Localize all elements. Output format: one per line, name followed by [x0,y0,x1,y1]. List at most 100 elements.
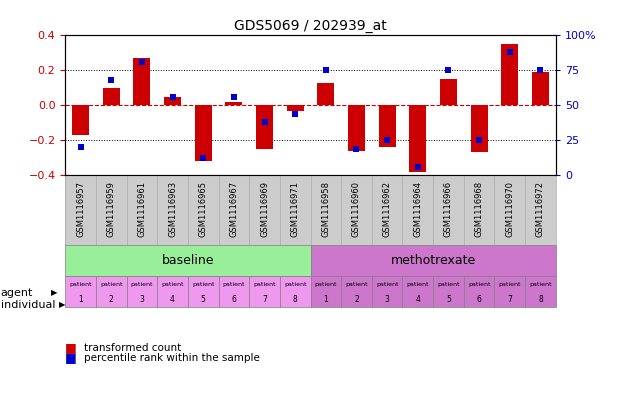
Bar [433,276,464,307]
Point [443,67,453,73]
Point [290,110,300,117]
Text: patient: patient [407,282,429,287]
Text: ■: ■ [65,341,77,354]
Text: 4: 4 [170,295,175,304]
Bar [157,276,188,307]
Point [505,49,515,55]
Bar [402,276,433,307]
Bar [471,105,487,152]
Text: 1: 1 [78,295,83,304]
Text: patient: patient [100,282,122,287]
Bar [494,276,525,307]
Text: methotrexate: methotrexate [391,254,476,267]
Text: GSM1116972: GSM1116972 [536,181,545,237]
Point [106,77,116,83]
Bar [249,276,280,307]
Text: GSM1116965: GSM1116965 [199,181,207,237]
Bar [65,245,310,276]
Text: patient: patient [437,282,460,287]
Bar [310,276,341,307]
Point [168,94,178,100]
Text: 4: 4 [415,295,420,304]
Text: 6: 6 [477,295,481,304]
Bar [164,97,181,105]
Text: 2: 2 [109,295,114,304]
Text: transformed count: transformed count [84,343,181,353]
Text: 5: 5 [201,295,206,304]
Point [229,94,239,100]
Text: ▶: ▶ [59,300,65,309]
Text: patient: patient [345,282,368,287]
Text: GSM1116957: GSM1116957 [76,181,85,237]
Text: 7: 7 [262,295,267,304]
Bar [256,105,273,149]
Text: patient: patient [192,282,214,287]
Text: GSM1116967: GSM1116967 [229,181,238,237]
Text: 6: 6 [232,295,236,304]
Point [474,137,484,143]
Text: 8: 8 [292,295,297,304]
Text: ▶: ▶ [51,288,57,297]
Text: patient: patient [315,282,337,287]
Text: GSM1116958: GSM1116958 [321,181,330,237]
Bar [525,276,556,307]
Text: GSM1116966: GSM1116966 [444,181,453,237]
Text: 3: 3 [385,295,389,304]
Bar [409,105,426,172]
Text: GSM1116963: GSM1116963 [168,181,177,237]
Text: GSM1116971: GSM1116971 [291,181,300,237]
Text: 3: 3 [140,295,144,304]
Text: patient: patient [468,282,491,287]
Bar [440,79,457,105]
Text: individual: individual [1,299,55,310]
Text: baseline: baseline [161,254,214,267]
Text: patient: patient [284,282,306,287]
Text: patient: patient [130,282,153,287]
Point [382,137,392,143]
Bar [65,276,96,307]
Text: GSM1116964: GSM1116964 [414,181,422,237]
Point [351,145,361,152]
Point [535,67,545,73]
Bar [96,276,127,307]
Text: patient: patient [376,282,399,287]
Bar [532,72,549,105]
Title: GDS5069 / 202939_at: GDS5069 / 202939_at [234,19,387,33]
Text: ■: ■ [65,351,77,364]
Text: GSM1116960: GSM1116960 [352,181,361,237]
Text: GSM1116969: GSM1116969 [260,181,269,237]
Text: GSM1116959: GSM1116959 [107,181,116,237]
Bar [379,105,396,147]
Bar [464,276,494,307]
Bar [102,88,120,105]
Bar [134,58,150,105]
Bar [317,83,334,105]
Text: 8: 8 [538,295,543,304]
Point [321,67,331,73]
Text: 7: 7 [507,295,512,304]
Bar [127,276,157,307]
Text: patient: patient [253,282,276,287]
Text: GSM1116968: GSM1116968 [474,181,484,237]
Bar [372,276,402,307]
Point [76,144,86,151]
Text: 2: 2 [354,295,359,304]
Point [260,119,270,125]
Bar [310,245,556,276]
Bar [501,44,519,105]
Bar [188,276,219,307]
Point [137,59,147,65]
Text: GSM1116961: GSM1116961 [137,181,147,237]
Text: GSM1116962: GSM1116962 [383,181,392,237]
Bar [195,105,212,161]
Text: percentile rank within the sample: percentile rank within the sample [84,353,260,363]
Text: patient: patient [70,282,92,287]
Bar [225,102,242,105]
Text: patient: patient [222,282,245,287]
Bar [72,105,89,135]
Bar [341,276,372,307]
Text: patient: patient [161,282,184,287]
Bar [219,276,249,307]
Text: patient: patient [499,282,521,287]
Point [413,163,423,170]
